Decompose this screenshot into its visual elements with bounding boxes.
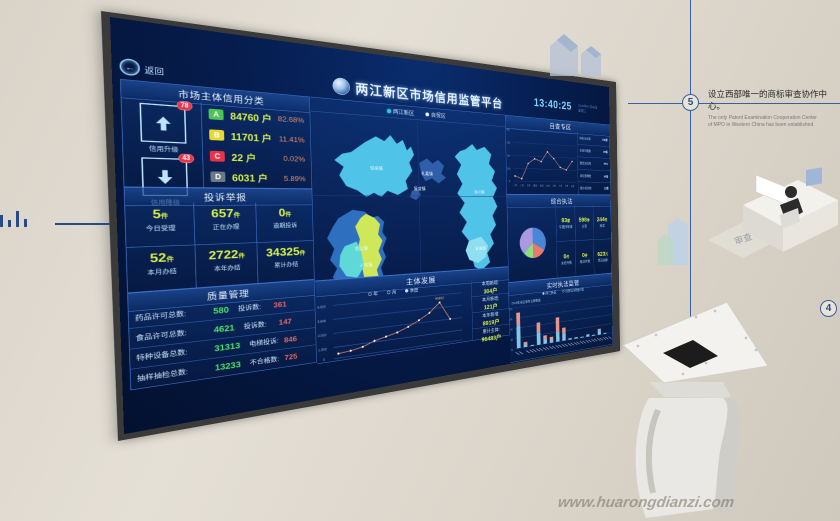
- svg-text:200: 200: [507, 154, 511, 157]
- svg-text:60: 60: [510, 328, 513, 331]
- svg-text:六月: 六月: [546, 184, 550, 188]
- svg-text:150: 150: [507, 167, 511, 170]
- svg-text:2014: 2014: [383, 353, 390, 358]
- svg-text:2011: 2011: [347, 358, 354, 363]
- svg-text:2015: 2015: [394, 351, 401, 356]
- svg-text:40: 40: [511, 338, 514, 341]
- svg-text:2018: 2018: [427, 347, 433, 352]
- svg-text:一月: 一月: [513, 184, 517, 187]
- svg-text:二月: 二月: [520, 184, 524, 187]
- svg-text:96483: 96483: [435, 296, 444, 301]
- svg-text:2019: 2019: [438, 345, 444, 350]
- svg-text:2010: 2010: [335, 360, 343, 363]
- svg-text:80: 80: [510, 317, 513, 320]
- svg-text:100: 100: [509, 307, 513, 311]
- svg-text:2013: 2013: [371, 355, 378, 360]
- svg-text:0: 0: [323, 358, 325, 363]
- svg-text:2012: 2012: [360, 357, 367, 362]
- svg-text:0: 0: [509, 179, 510, 182]
- svg-text:2016: 2016: [406, 350, 413, 355]
- svg-text:七月: 七月: [552, 184, 556, 188]
- svg-text:十月: 十月: [571, 184, 574, 188]
- svg-text:2,000: 2,000: [318, 333, 327, 338]
- svg-text:250: 250: [507, 141, 511, 144]
- svg-text:3,000: 3,000: [317, 319, 326, 324]
- svg-text:四月: 四月: [533, 184, 537, 187]
- svg-text:2017: 2017: [416, 348, 422, 353]
- svg-text:2020: 2020: [448, 344, 454, 349]
- svg-text:20: 20: [511, 348, 514, 352]
- svg-text:300: 300: [506, 128, 510, 131]
- svg-text:4,000: 4,000: [317, 305, 326, 310]
- svg-text:九月: 九月: [565, 184, 568, 188]
- svg-text:1,000: 1,000: [318, 347, 327, 353]
- svg-text:八月: 八月: [559, 184, 562, 187]
- svg-text:三月: 三月: [527, 184, 531, 187]
- svg-text:五月: 五月: [540, 184, 544, 187]
